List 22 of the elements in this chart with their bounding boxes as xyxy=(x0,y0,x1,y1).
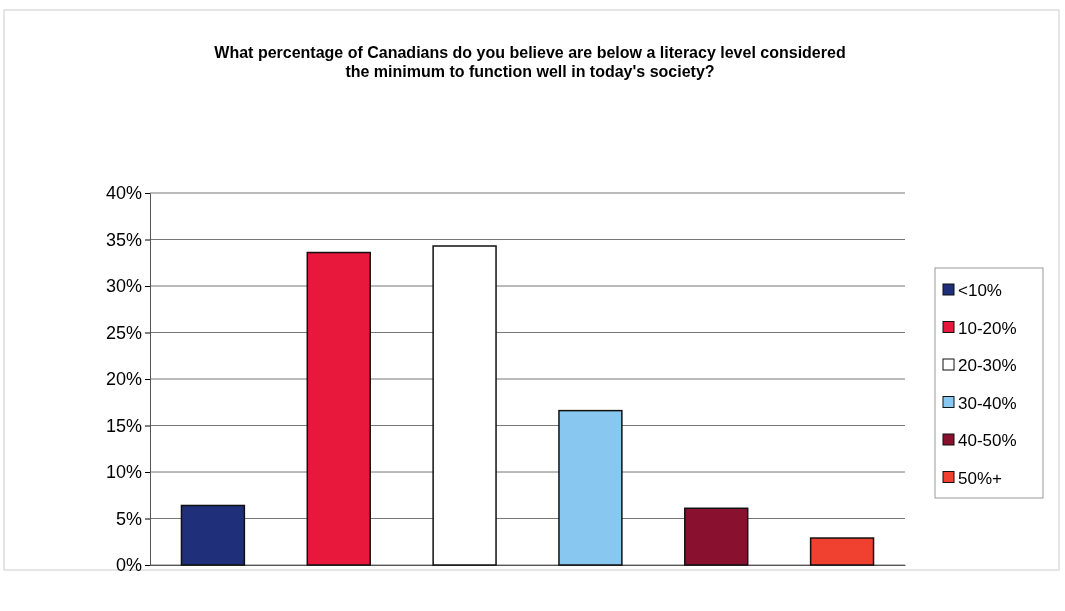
y-tick-label: 20% xyxy=(105,369,142,390)
legend-label: 40-50% xyxy=(958,431,1017,450)
y-tick-label: 35% xyxy=(105,229,142,250)
legend-label: 50%+ xyxy=(958,468,1003,488)
y-tick-label: 0% xyxy=(115,555,142,576)
bar xyxy=(432,245,497,566)
bar xyxy=(809,537,875,566)
bar xyxy=(558,409,623,566)
bar xyxy=(684,507,749,566)
chart-title: What percentage of Canadians do you believe are below a literacy level considered the minimum to function well in today's society? xyxy=(214,44,846,80)
legend-label: 30-40% xyxy=(958,393,1017,413)
y-tick-label: 30% xyxy=(105,276,142,297)
y-tick-label: 25% xyxy=(105,322,142,343)
y-tick-label: 5% xyxy=(115,508,142,529)
y-tick-label: 10% xyxy=(105,462,142,483)
y-tick-label: 40% xyxy=(105,183,142,204)
y-tick-label: 15% xyxy=(105,415,142,436)
bar xyxy=(306,251,371,566)
legend-label: <10% xyxy=(958,281,1002,300)
legend-label: 20-30% xyxy=(958,356,1017,375)
legend-label: 10-20% xyxy=(958,318,1017,338)
bar xyxy=(180,504,246,566)
